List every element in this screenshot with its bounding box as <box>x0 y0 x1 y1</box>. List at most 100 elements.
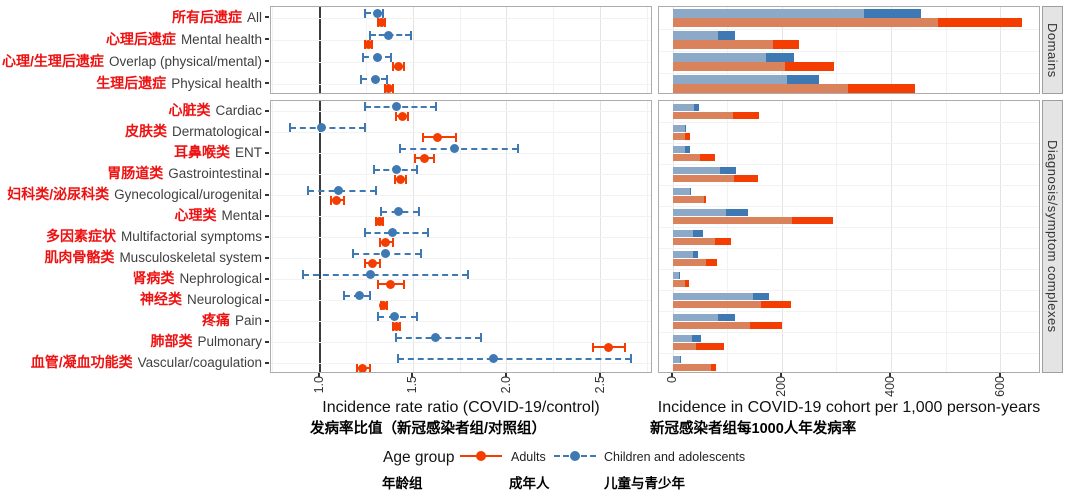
gridline-row <box>659 163 1039 165</box>
bar-adults-base <box>673 216 793 225</box>
category-label-en: Pulmonary <box>197 334 262 349</box>
gridline-major <box>781 101 783 372</box>
category-label: 所有后遗症 All <box>0 8 262 27</box>
gridline-row <box>659 268 1039 270</box>
bar-children-excess <box>786 74 820 84</box>
ci-cap-adults <box>376 279 379 289</box>
ci-cap-children <box>363 228 366 238</box>
category-label-zh: 心理后遗症 <box>105 30 176 47</box>
ci-cap-children <box>363 102 366 112</box>
legend-title: Age group <box>383 449 455 466</box>
gridline-row <box>271 342 651 343</box>
gridline-major <box>600 101 602 372</box>
bar-children-base <box>673 187 690 196</box>
x-axis-tick-label: 2.5 <box>592 376 607 394</box>
category-label: 耳鼻喉类 ENT <box>0 143 262 162</box>
legend-label-children: Children and adolescents <box>604 450 746 464</box>
category-label-en: Gynecological/urogenital <box>114 187 262 202</box>
gridline-row <box>659 205 1039 207</box>
category-label-zh: 所有后遗症 <box>171 8 242 25</box>
category-label-zh: 心理类 <box>174 207 217 223</box>
bar-adults-base <box>673 195 704 204</box>
bar-adults-base <box>673 321 751 330</box>
point-children <box>390 312 400 322</box>
gridline-row <box>271 153 651 154</box>
strip-diagnoses-label: Diagnosis/symptom complexes <box>1045 140 1060 333</box>
bar-children-excess <box>717 30 735 40</box>
panel-irr-diagnoses <box>270 100 652 373</box>
point-adults <box>332 195 342 205</box>
point-adults <box>391 321 401 331</box>
gridline-minor <box>272 7 274 93</box>
bar-adults-base <box>673 40 773 50</box>
bar-adults-excess <box>733 111 759 120</box>
category-label-en: Overlap (physical/mental) <box>108 53 262 69</box>
category-label-en: Neurological <box>186 292 262 307</box>
bar-children-excess <box>684 145 690 154</box>
ci-cap-children <box>466 270 469 280</box>
bar-adults-base <box>673 363 712 372</box>
category-label-zh: 肺部类 <box>150 333 193 349</box>
bar-children-excess <box>752 292 769 301</box>
point-children <box>450 144 459 154</box>
ci-cap-children <box>416 312 419 322</box>
gridline-minor <box>727 101 729 372</box>
gridline-minor <box>646 101 648 372</box>
ci-cap-children <box>629 354 632 364</box>
category-label-en: Vascular/coagulation <box>137 355 262 370</box>
panel-incidence-diagnoses <box>658 100 1040 373</box>
point-children <box>388 228 398 238</box>
bar-adults-base <box>673 132 685 141</box>
bar-adults-excess <box>715 237 732 246</box>
bar-children-base <box>673 30 718 40</box>
bar-children-excess <box>694 103 699 112</box>
ci-cap-adults <box>402 62 405 72</box>
bar-children-excess <box>692 250 699 259</box>
ci-cap-children <box>399 144 402 154</box>
bar-children-excess <box>719 166 736 175</box>
gridline-row <box>659 50 1039 52</box>
y-axis-tick <box>265 340 269 343</box>
ci-line-children <box>400 147 519 150</box>
gridline-row <box>659 331 1039 333</box>
gridline-minor <box>272 101 274 372</box>
point-children <box>371 74 381 84</box>
legend-key-adults <box>460 447 502 465</box>
gridline-row <box>659 226 1039 228</box>
bar-children-base <box>673 334 693 343</box>
ci-cap-children <box>307 186 310 196</box>
ci-cap-adults <box>455 132 458 142</box>
category-label: 心理/生理后遗症 Overlap (physical/mental) <box>0 52 262 71</box>
point-adults <box>393 62 403 72</box>
bar-children-base <box>673 52 766 62</box>
bar-adults-excess <box>711 363 717 372</box>
gridline-major <box>506 101 508 372</box>
category-label-zh: 胃肠道类 <box>107 165 164 181</box>
point-adults <box>386 279 396 289</box>
ci-line-children <box>289 126 365 129</box>
category-label-en: ENT <box>235 145 262 160</box>
bar-children-excess <box>717 313 736 322</box>
gridline-major <box>412 7 414 93</box>
x-axis-title-left-en: Incidence rate ratio (COVID-19/control) <box>322 399 600 416</box>
ci-cap-children <box>389 52 392 62</box>
bar-children-base <box>673 229 694 238</box>
gridline-row <box>271 195 651 196</box>
y-axis-tick <box>265 193 269 196</box>
point-children <box>365 270 375 280</box>
gridline-row <box>271 321 651 322</box>
gridline-row <box>271 279 651 280</box>
gridline-row <box>271 363 651 364</box>
category-label-zh: 生理后遗症 <box>96 74 167 91</box>
ci-cap-children <box>382 8 385 18</box>
bar-adults-base <box>673 111 734 120</box>
ci-cap-children <box>386 74 389 84</box>
ci-cap-adults <box>391 237 394 247</box>
strip-diagnoses: Diagnosis/symptom complexes <box>1042 100 1063 373</box>
point-adults <box>433 132 443 142</box>
panel-irr-domains <box>270 6 652 94</box>
category-label: 肺部类 Pulmonary <box>0 332 262 351</box>
ci-cap-adults <box>592 342 595 352</box>
y-axis-tick <box>265 361 269 364</box>
